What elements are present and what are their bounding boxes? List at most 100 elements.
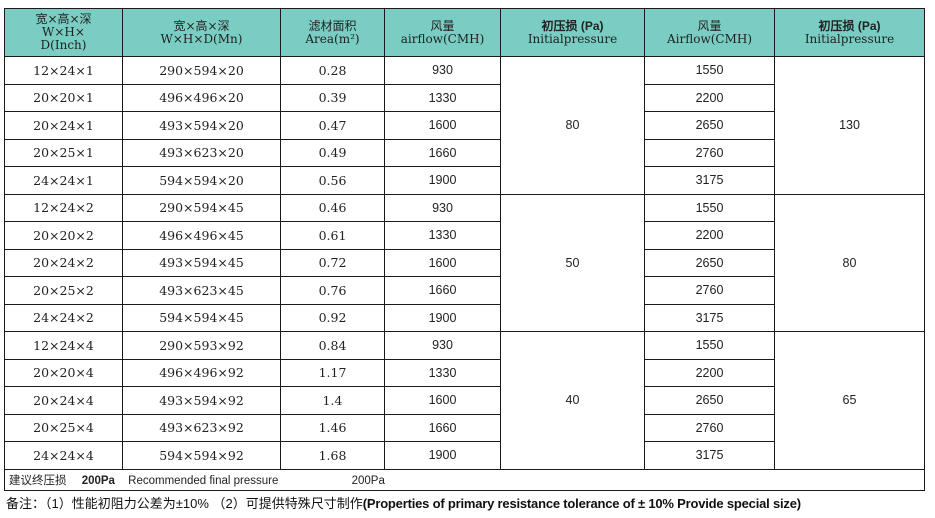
cell-media-area: 0.61 bbox=[280, 221, 385, 250]
cell-airflow-1: 1600 bbox=[384, 111, 501, 140]
cell-mm-size: 290×593×92 bbox=[122, 331, 281, 360]
recommend-text: Recommended final pressure bbox=[128, 474, 279, 487]
cell-mm-size: 493×594×45 bbox=[122, 248, 281, 277]
cell-inch-size: 12×24×2 bbox=[4, 193, 123, 222]
cell-inch-size: 20×24×2 bbox=[4, 248, 123, 277]
cell-airflow-1: 1330 bbox=[384, 358, 501, 387]
cell-initial-pressure-1: 80 bbox=[500, 56, 645, 195]
cell-inch-size: 20×20×4 bbox=[4, 358, 123, 387]
cell-airflow-2: 3175 bbox=[644, 303, 775, 332]
cell-mm-size: 594×594×45 bbox=[122, 303, 281, 332]
cell-airflow-2: 3175 bbox=[644, 166, 775, 195]
recommend-value-2: 200Pa bbox=[351, 474, 385, 487]
cell-airflow-1: 1660 bbox=[384, 276, 501, 305]
recommend-cell: 建议终压损 200Pa Recommended final pressure 2… bbox=[4, 468, 925, 491]
header-inch-size: 宽×高×深 W×H× D(Inch) bbox=[4, 8, 123, 57]
cell-airflow-2: 2650 bbox=[644, 111, 775, 140]
header-initial-pressure-1: 初压损 (Pa) Initialpressure bbox=[500, 8, 645, 57]
header-airflow-1: 风量 airflow(CMH) bbox=[384, 8, 501, 57]
table-row: 20×20×4 496×496×92 1.17 1330 2200 bbox=[4, 358, 925, 387]
cell-mm-size: 290×594×20 bbox=[122, 56, 281, 85]
cell-inch-size: 20×24×1 bbox=[4, 111, 123, 140]
recommend-row: 建议终压损 200Pa Recommended final pressure 2… bbox=[4, 468, 925, 491]
cell-mm-size: 493×623×45 bbox=[122, 276, 281, 305]
table-row: 20×20×1 496×496×20 0.39 1330 2200 bbox=[4, 83, 925, 112]
cell-airflow-1: 1600 bbox=[384, 386, 501, 415]
table-row: 20×25×4 493×623×92 1.46 1660 2760 bbox=[4, 413, 925, 442]
cell-media-area: 1.46 bbox=[280, 413, 385, 442]
table-row: 20×24×4 493×594×92 1.4 1600 2650 bbox=[4, 386, 925, 415]
table-row: 20×24×2 493×594×45 0.72 1600 2650 bbox=[4, 248, 925, 277]
cell-mm-size: 493×594×92 bbox=[122, 386, 281, 415]
cell-initial-pressure-2: 130 bbox=[774, 56, 925, 195]
cell-initial-pressure-2: 80 bbox=[774, 193, 925, 332]
cell-airflow-1: 1900 bbox=[384, 303, 501, 332]
cell-mm-size: 493×594×20 bbox=[122, 111, 281, 140]
cell-inch-size: 24×24×1 bbox=[4, 166, 123, 195]
cell-airflow-2: 2200 bbox=[644, 83, 775, 112]
cell-media-area: 0.76 bbox=[280, 276, 385, 305]
cell-airflow-2: 2760 bbox=[644, 276, 775, 305]
cell-airflow-1: 1330 bbox=[384, 83, 501, 112]
cell-inch-size: 12×24×4 bbox=[4, 331, 123, 360]
table-row: 12×24×4 290×593×92 0.84 930 40 1550 65 bbox=[4, 331, 925, 470]
cell-media-area: 0.92 bbox=[280, 303, 385, 332]
cell-mm-size: 496×496×92 bbox=[122, 358, 281, 387]
cell-mm-size: 496×496×45 bbox=[122, 221, 281, 250]
cell-inch-size: 24×24×4 bbox=[4, 441, 123, 470]
cell-airflow-2: 2650 bbox=[644, 386, 775, 415]
spec-table-wrapper: 宽×高×深 W×H× D(Inch) 宽×高×深 W×H×D(Mn) 滤材面积 … bbox=[4, 8, 925, 491]
table-row: 24×24×4 594×594×92 1.68 1900 3175 bbox=[4, 441, 925, 470]
cell-mm-size: 594×594×20 bbox=[122, 166, 281, 195]
cell-mm-size: 290×594×45 bbox=[122, 193, 281, 222]
header-media-area: 滤材面积 Area(m²) bbox=[280, 8, 385, 57]
cell-airflow-2: 2760 bbox=[644, 413, 775, 442]
cell-media-area: 0.72 bbox=[280, 248, 385, 277]
footnote: 备注：（1）性能初阻力公差为±10% （2）可提供特殊尺寸制作(Properti… bbox=[6, 493, 801, 512]
cell-airflow-1: 1660 bbox=[384, 413, 501, 442]
header-mm-size: 宽×高×深 W×H×D(Mn) bbox=[122, 8, 281, 57]
spec-table: 宽×高×深 W×H× D(Inch) 宽×高×深 W×H×D(Mn) 滤材面积 … bbox=[4, 8, 925, 491]
cell-airflow-1: 930 bbox=[384, 331, 501, 360]
cell-mm-size: 594×594×92 bbox=[122, 441, 281, 470]
cell-airflow-2: 1550 bbox=[644, 56, 775, 85]
cell-inch-size: 20×25×2 bbox=[4, 276, 123, 305]
table-row: 20×25×1 493×623×20 0.49 1660 2760 bbox=[4, 138, 925, 167]
cell-airflow-1: 930 bbox=[384, 193, 501, 222]
header-airflow-2: 风量 Airflow(CMH) bbox=[644, 8, 775, 57]
cell-initial-pressure-1: 50 bbox=[500, 193, 645, 332]
cell-airflow-2: 1550 bbox=[644, 331, 775, 360]
cell-media-area: 0.39 bbox=[280, 83, 385, 112]
table-row: 20×24×1 493×594×20 0.47 1600 2650 bbox=[4, 111, 925, 140]
cell-inch-size: 12×24×1 bbox=[4, 56, 123, 85]
cell-airflow-1: 1600 bbox=[384, 248, 501, 277]
cell-airflow-1: 930 bbox=[384, 56, 501, 85]
cell-media-area: 1.4 bbox=[280, 386, 385, 415]
cell-media-area: 1.68 bbox=[280, 441, 385, 470]
cell-airflow-2: 2650 bbox=[644, 248, 775, 277]
cell-initial-pressure-2: 65 bbox=[774, 331, 925, 470]
cell-airflow-2: 1550 bbox=[644, 193, 775, 222]
cell-mm-size: 496×496×20 bbox=[122, 83, 281, 112]
cell-mm-size: 493×623×20 bbox=[122, 138, 281, 167]
cell-airflow-2: 2760 bbox=[644, 138, 775, 167]
cell-airflow-2: 3175 bbox=[644, 441, 775, 470]
cell-airflow-1: 1900 bbox=[384, 441, 501, 470]
cell-inch-size: 20×24×4 bbox=[4, 386, 123, 415]
table-row: 24×24×1 594×594×20 0.56 1900 3175 bbox=[4, 166, 925, 195]
cell-airflow-1: 1900 bbox=[384, 166, 501, 195]
cell-airflow-1: 1330 bbox=[384, 221, 501, 250]
footnote-english: (Properties of primary resistance tolera… bbox=[362, 496, 801, 511]
cell-inch-size: 24×24×2 bbox=[4, 303, 123, 332]
recommend-label: 建议终压损 bbox=[9, 474, 67, 487]
cell-airflow-2: 2200 bbox=[644, 221, 775, 250]
table-row: 20×20×2 496×496×45 0.61 1330 2200 bbox=[4, 221, 925, 250]
cell-inch-size: 20×25×4 bbox=[4, 413, 123, 442]
table-row: 12×24×2 290×594×45 0.46 930 50 1550 80 bbox=[4, 193, 925, 332]
table-row: 12×24×1 290×594×20 0.28 930 80 1550 130 bbox=[4, 56, 925, 195]
cell-media-area: 0.56 bbox=[280, 166, 385, 195]
cell-airflow-1: 1660 bbox=[384, 138, 501, 167]
cell-airflow-2: 2200 bbox=[644, 358, 775, 387]
cell-media-area: 0.84 bbox=[280, 331, 385, 360]
cell-media-area: 0.47 bbox=[280, 111, 385, 140]
